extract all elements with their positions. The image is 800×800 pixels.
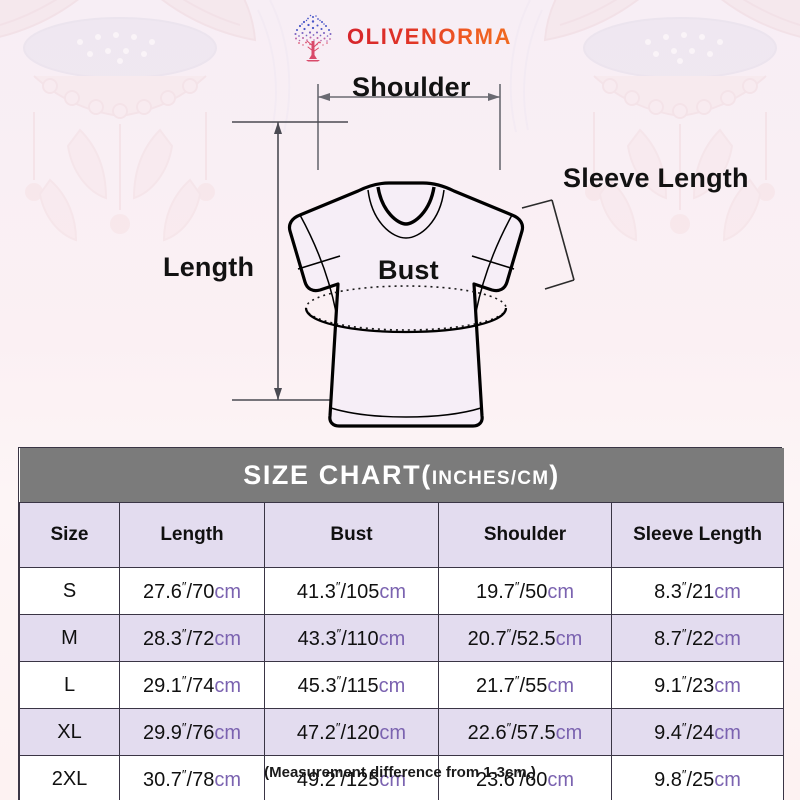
size-chart-table: SIZE CHART(INCHES/CM) Size Length Bust S… (19, 448, 785, 800)
shoulder-arrow-heads (318, 93, 500, 101)
cell-bust: 49.2″/125cm (264, 755, 439, 800)
length-measure-line (232, 121, 348, 401)
column-header-bust: Bust (264, 502, 439, 568)
cell-bust: 47.2″/120cm (264, 708, 439, 756)
cell-bust: 43.3″/110cm (264, 614, 439, 662)
t-shirt-icon (232, 84, 575, 428)
shirt-cuffs (297, 255, 515, 270)
bust-cylinder (304, 285, 508, 334)
table-row: M 28.3″/72cm 43.3″/110cm 20.7″/52.5cm 8.… (19, 614, 785, 662)
sleeve-measure-line (521, 199, 575, 290)
cell-shoulder: 23.6″/60cm (438, 755, 612, 800)
table-row: XL 29.9″/76cm 47.2″/120cm 22.6″/57.5cm 9… (19, 708, 785, 756)
table-title-close: ) (549, 459, 560, 490)
cell-length: 27.6″/70cm (119, 567, 265, 615)
brand-name: OLIVENORMA (346, 24, 513, 49)
shirt-hem (330, 407, 482, 418)
cell-sleeve-length: 9.8″/25cm (610, 755, 785, 800)
shirt-outline (287, 181, 525, 428)
column-header-size: Size (19, 502, 120, 568)
cell-shoulder: 21.7″/55cm (438, 661, 612, 709)
shirt-collar-inner (367, 189, 445, 239)
length-arrow-heads (274, 122, 282, 400)
label-shoulder: Shoulder (352, 72, 471, 102)
cell-size: XL (19, 708, 120, 756)
cell-size: L (19, 661, 120, 709)
brand-header: OLIVENORMA (0, 8, 800, 66)
measurement-note: (Measurement difference from 1-3cm.) (264, 764, 536, 781)
table-title-row: SIZE CHART(INCHES/CM) (19, 448, 784, 503)
cell-bust: 45.3″/115cm (264, 661, 439, 709)
table-row: L 29.1″/74cm 45.3″/115cm 21.7″/55cm 9.1″… (19, 661, 785, 709)
table-row: S 27.6″/70cm 41.3″/105cm 19.7″/50cm 8.3″… (19, 567, 785, 615)
label-sleeve-length: Sleeve Length (563, 163, 749, 193)
cell-size: S (19, 567, 120, 615)
cell-sleeve-length: 8.7″/22cm (610, 614, 785, 662)
cell-shoulder: 22.6″/57.5cm (438, 708, 612, 756)
cell-sleeve-length: 9.1″/23cm (610, 661, 785, 709)
column-header-sleeve-length: Sleeve Length (610, 502, 785, 568)
table-title-cell: SIZE CHART(INCHES/CM) (19, 448, 784, 503)
table-header-row: Size Length Bust Shoulder Sleeve Length (19, 502, 785, 568)
table-row: 2XL 30.7″/78cm 49.2″/125cm 23.6″/60cm 9.… (19, 755, 785, 800)
shirt-collar (376, 186, 436, 226)
cell-shoulder: 20.7″/52.5cm (438, 614, 612, 662)
garment-diagram: Shoulder Sleeve Length Length Bust (0, 60, 800, 440)
cell-length: 28.3″/72cm (119, 614, 265, 662)
label-length: Length (163, 252, 255, 282)
column-header-length: Length (119, 502, 265, 568)
table-title-units: INCHES/CM (431, 467, 550, 489)
cell-sleeve-length: 8.3″/21cm (610, 567, 785, 615)
cell-shoulder: 19.7″/50cm (438, 567, 612, 615)
cell-bust: 41.3″/105cm (264, 567, 439, 615)
size-chart-table-wrap: SIZE CHART(INCHES/CM) Size Length Bust S… (18, 447, 785, 800)
shirt-shoulder-seams (299, 214, 513, 313)
cell-size: 2XL (19, 755, 120, 800)
shoulder-measure-line (317, 84, 501, 170)
cell-length: 30.7″/78cm (119, 755, 265, 800)
cell-size: M (19, 614, 120, 662)
column-header-shoulder: Shoulder (438, 502, 612, 568)
table-title-main: SIZE CHART( (243, 459, 432, 490)
cell-length: 29.9″/76cm (119, 708, 265, 756)
cell-length: 29.1″/74cm (119, 661, 265, 709)
cell-sleeve-length: 9.4″/24cm (610, 708, 785, 756)
label-bust: Bust (378, 255, 439, 285)
tree-icon (294, 14, 332, 62)
